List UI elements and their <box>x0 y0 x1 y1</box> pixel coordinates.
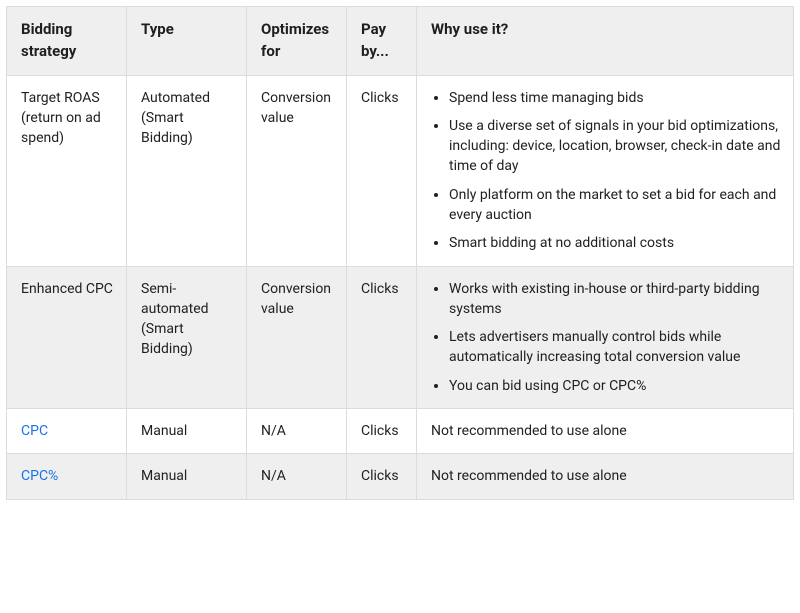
cell-pay: Clicks <box>347 409 417 454</box>
table-row: Enhanced CPC Semi-automated (Smart Biddin… <box>7 266 794 408</box>
cell-type: Manual <box>127 454 247 499</box>
table-head: Bidding strategy Type Optimizes for Pay … <box>7 7 794 76</box>
why-bullet: Use a diverse set of signals in your bid… <box>449 116 781 177</box>
cell-why: Not recommended to use alone <box>417 409 794 454</box>
why-bullet-list: Works with existing in-house or third-pa… <box>431 279 781 396</box>
cell-strategy: CPC% <box>7 454 127 499</box>
strategy-link[interactable]: CPC% <box>21 468 58 484</box>
why-bullet: Smart bidding at no additional costs <box>449 233 781 253</box>
table-row: Target ROAS (return on ad spend) Automate… <box>7 75 794 266</box>
header-why: Why use it? <box>417 7 794 76</box>
strategy-link[interactable]: CPC <box>21 423 48 439</box>
cell-pay: Clicks <box>347 454 417 499</box>
cell-strategy: CPC <box>7 409 127 454</box>
header-type: Type <box>127 7 247 76</box>
cell-strategy: Target ROAS (return on ad spend) <box>7 75 127 266</box>
why-bullet: Works with existing in-house or third-pa… <box>449 279 781 320</box>
cell-why: Spend less time managing bids Use a diver… <box>417 75 794 266</box>
cell-optimizes: N/A <box>247 454 347 499</box>
strategy-text: Target ROAS (return on ad spend) <box>21 90 101 147</box>
cell-type: Manual <box>127 409 247 454</box>
why-text: Not recommended to use alone <box>431 468 627 484</box>
why-bullet: You can bid using CPC or CPC% <box>449 376 781 396</box>
cell-optimizes: Conversion value <box>247 75 347 266</box>
why-bullet: Only platform on the market to set a bid… <box>449 185 781 226</box>
cell-optimizes: N/A <box>247 409 347 454</box>
why-bullet: Spend less time managing bids <box>449 88 781 108</box>
cell-why: Not recommended to use alone <box>417 454 794 499</box>
cell-type: Automated (Smart Bidding) <box>127 75 247 266</box>
header-pay: Pay by... <box>347 7 417 76</box>
cell-strategy: Enhanced CPC <box>7 266 127 408</box>
bidding-strategy-table: Bidding strategy Type Optimizes for Pay … <box>6 6 794 500</box>
table-row: CPC ManualN/AClicks Not recommended to use… <box>7 409 794 454</box>
cell-optimizes: Conversion value <box>247 266 347 408</box>
why-text: Not recommended to use alone <box>431 423 627 439</box>
cell-type: Semi-automated (Smart Bidding) <box>127 266 247 408</box>
table-container: Bidding strategy Type Optimizes for Pay … <box>0 0 800 506</box>
table-row: CPC% ManualN/AClicks Not recommended to us… <box>7 454 794 499</box>
header-optimizes: Optimizes for <box>247 7 347 76</box>
strategy-text: Enhanced CPC <box>21 281 113 297</box>
cell-why: Works with existing in-house or third-pa… <box>417 266 794 408</box>
header-row: Bidding strategy Type Optimizes for Pay … <box>7 7 794 76</box>
cell-pay: Clicks <box>347 266 417 408</box>
cell-pay: Clicks <box>347 75 417 266</box>
header-strategy: Bidding strategy <box>7 7 127 76</box>
why-bullet: Lets advertisers manually control bids w… <box>449 327 781 368</box>
why-bullet-list: Spend less time managing bids Use a diver… <box>431 88 781 254</box>
table-body: Target ROAS (return on ad spend) Automate… <box>7 75 794 499</box>
